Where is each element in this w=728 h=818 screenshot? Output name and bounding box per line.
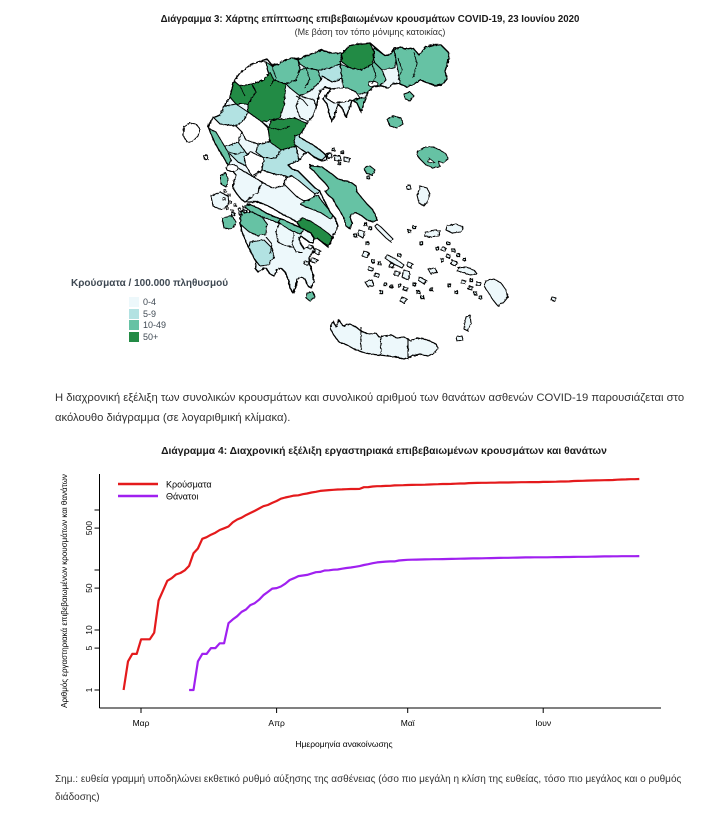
svg-text:500: 500 [84,521,94,535]
svg-text:Μαϊ: Μαϊ [401,718,416,728]
svg-text:Μαρ: Μαρ [133,718,150,728]
svg-text:5: 5 [84,645,94,650]
svg-text:Ημερομηνία ανακοίνωσης: Ημερομηνία ανακοίνωσης [295,739,392,749]
svg-text:10: 10 [84,625,94,635]
svg-text:Αριθμός εργαστηριακά επιβεβαιω: Αριθμός εργαστηριακά επιβεβαιωμένων κρου… [60,474,69,708]
svg-text:50: 50 [84,583,94,593]
svg-text:Ιουν: Ιουν [535,718,551,728]
svg-text:Κρούσματα: Κρούσματα [166,480,212,490]
svg-text:Απρ: Απρ [268,718,285,728]
svg-text:Θάνατοι: Θάνατοι [166,492,198,502]
svg-text:1: 1 [84,687,94,692]
